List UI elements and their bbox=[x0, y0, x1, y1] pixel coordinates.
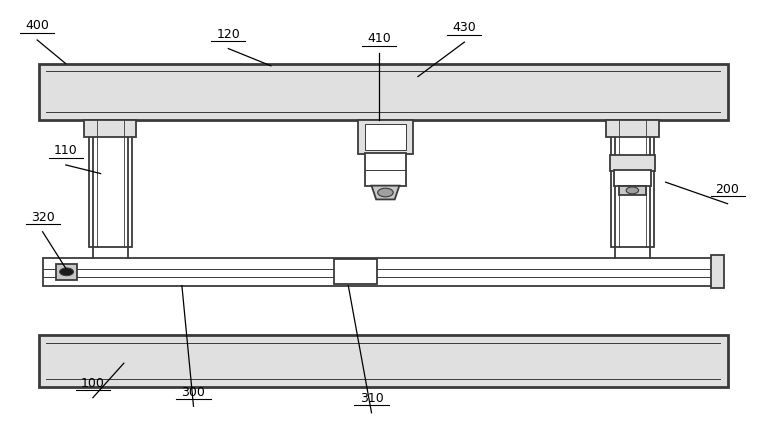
Bar bbox=[611, 120, 654, 247]
Text: 300: 300 bbox=[182, 385, 205, 398]
Text: 410: 410 bbox=[368, 32, 391, 45]
Bar bbox=[614, 171, 651, 187]
Bar bbox=[334, 260, 377, 285]
Bar bbox=[43, 258, 720, 286]
Text: 310: 310 bbox=[360, 391, 383, 404]
Bar bbox=[610, 156, 655, 172]
Circle shape bbox=[378, 189, 393, 197]
Text: 110: 110 bbox=[54, 144, 77, 157]
Text: 320: 320 bbox=[31, 211, 54, 224]
Polygon shape bbox=[372, 186, 399, 200]
Bar bbox=[39, 335, 728, 387]
Bar bbox=[39, 64, 728, 120]
Text: 120: 120 bbox=[217, 28, 240, 41]
Circle shape bbox=[626, 187, 639, 194]
Bar bbox=[56, 264, 77, 280]
Text: 200: 200 bbox=[716, 183, 739, 196]
Bar bbox=[89, 120, 132, 247]
Text: 100: 100 bbox=[81, 376, 104, 389]
Bar bbox=[606, 120, 659, 138]
Bar bbox=[365, 154, 406, 187]
Circle shape bbox=[60, 268, 74, 276]
Bar bbox=[711, 256, 724, 288]
Bar bbox=[84, 120, 136, 138]
Text: 400: 400 bbox=[26, 19, 49, 32]
Bar bbox=[365, 125, 406, 150]
Bar bbox=[358, 120, 413, 155]
Text: 430: 430 bbox=[453, 22, 476, 34]
Bar bbox=[619, 186, 646, 196]
